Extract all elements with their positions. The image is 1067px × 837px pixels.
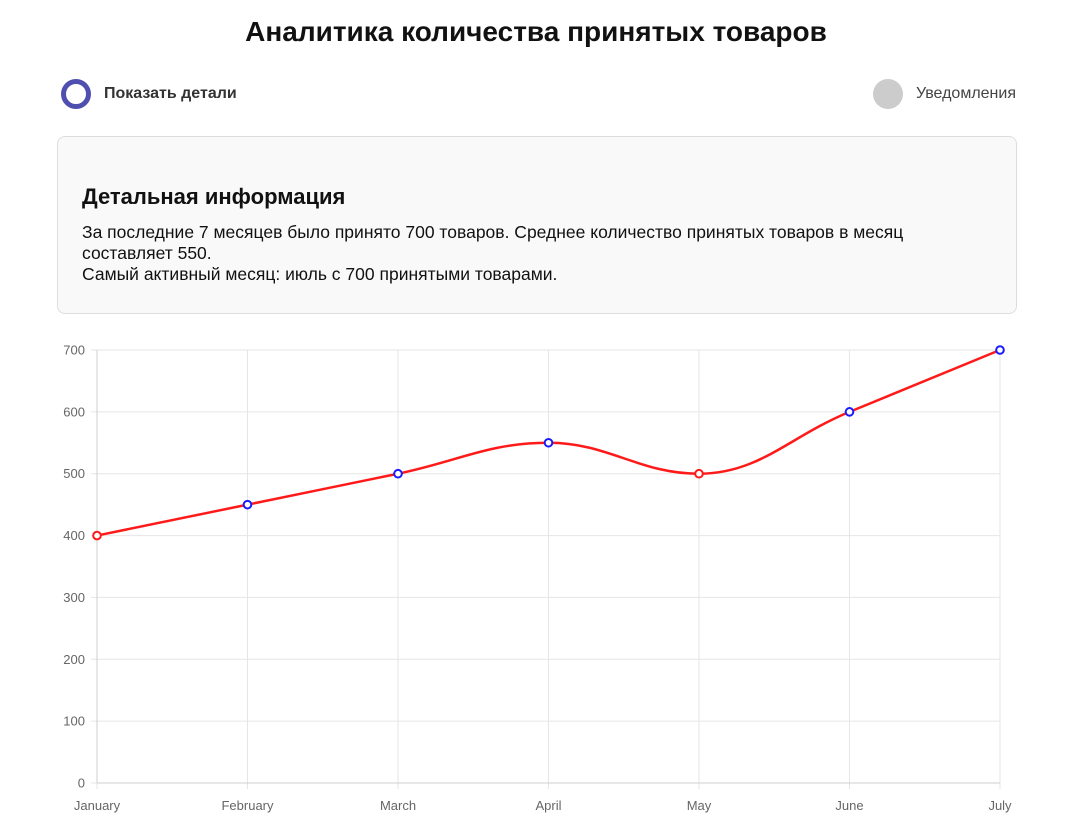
notifications-toggle[interactable]: Уведомления <box>872 79 1016 109</box>
x-tick-label: May <box>687 798 712 813</box>
x-tick-label: March <box>380 798 416 813</box>
y-tick-label: 600 <box>63 404 85 419</box>
y-tick-label: 500 <box>63 466 85 481</box>
details-line-2: Самый активный месяц: июль с 700 приняты… <box>82 264 558 284</box>
chart-grid <box>91 349 1001 789</box>
notifications-toggle-label: Уведомления <box>915 85 1016 102</box>
x-tick-label: February <box>221 798 274 813</box>
y-tick-label: 700 <box>63 343 85 358</box>
details-card: Детальная информация За последние 7 меся… <box>57 136 1017 314</box>
data-point[interactable] <box>543 437 554 448</box>
y-tick-label: 100 <box>63 714 85 729</box>
x-tick-label: June <box>835 798 863 813</box>
chart-axes: 0 100 200 300 400 500 600 700 January February Mar… <box>63 343 1012 814</box>
y-tick-label: 0 <box>78 776 85 791</box>
x-tick-label: April <box>535 798 561 813</box>
data-point[interactable] <box>844 407 855 417</box>
x-tick-label: July <box>988 798 1012 813</box>
chart-points <box>92 345 1005 541</box>
y-tick-label: 200 <box>63 652 85 667</box>
y-tick-label: 400 <box>63 528 85 543</box>
details-heading: Детальная информация <box>82 184 346 209</box>
details-line-1: За последние 7 месяцев было принято 700 … <box>82 222 904 263</box>
data-point[interactable] <box>995 345 1005 355</box>
y-tick-label: 300 <box>63 590 85 605</box>
line-chart: 0 100 200 300 400 500 600 700 January February Mar… <box>63 343 1012 814</box>
notifications-toggle-knob[interactable] <box>872 79 903 109</box>
details-toggle-knob[interactable] <box>61 79 91 109</box>
page-title: Аналитика количества принятых товаров <box>245 16 827 47</box>
details-toggle-label: Показать детали <box>104 85 237 102</box>
data-point[interactable] <box>694 468 704 479</box>
x-tick-label: January <box>74 798 121 813</box>
data-point[interactable] <box>242 499 253 510</box>
details-toggle[interactable]: Показать детали <box>61 79 237 109</box>
data-point[interactable] <box>393 468 403 479</box>
data-point[interactable] <box>92 530 102 541</box>
